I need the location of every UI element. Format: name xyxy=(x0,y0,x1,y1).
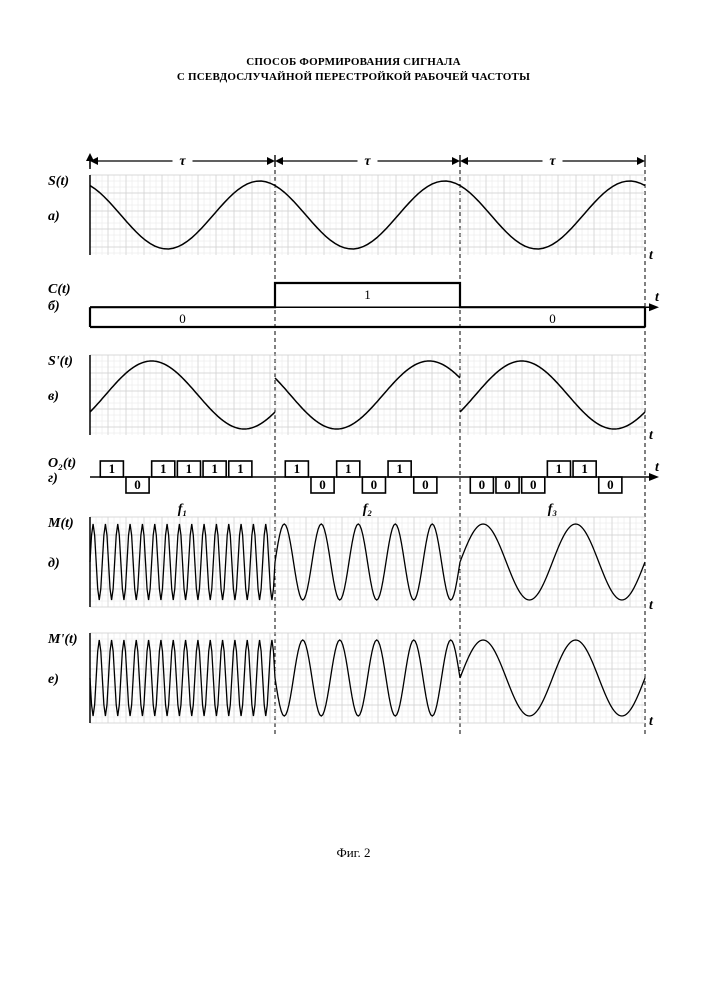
svg-text:0: 0 xyxy=(319,477,326,492)
title-line1: СПОСОБ ФОРМИРОВАНИЯ СИГНАЛА xyxy=(0,55,707,70)
svg-text:1: 1 xyxy=(396,461,403,476)
svg-text:f₁: f₁ xyxy=(178,502,188,517)
svg-text:1: 1 xyxy=(186,461,193,476)
svg-text:τ: τ xyxy=(364,154,371,169)
svg-text:t: t xyxy=(655,460,660,475)
svg-text:б): б) xyxy=(48,299,60,314)
svg-text:S'(t): S'(t) xyxy=(48,354,73,369)
svg-text:г): г) xyxy=(48,471,58,486)
svg-text:t: t xyxy=(649,428,654,443)
svg-text:f₂: f₂ xyxy=(363,502,373,517)
svg-text:t: t xyxy=(655,290,660,305)
svg-text:M(t): M(t) xyxy=(47,516,74,531)
svg-text:е): е) xyxy=(48,672,59,687)
svg-text:S(t): S(t) xyxy=(48,174,69,189)
svg-text:0: 0 xyxy=(607,477,614,492)
svg-text:а): а) xyxy=(48,209,60,224)
svg-text:1: 1 xyxy=(556,461,563,476)
svg-text:M'(t): M'(t) xyxy=(47,632,78,647)
svg-text:1: 1 xyxy=(345,461,352,476)
svg-text:0: 0 xyxy=(371,477,378,492)
page: СПОСОБ ФОРМИРОВАНИЯ СИГНАЛА С ПСЕВДОСЛУЧ… xyxy=(0,0,707,1000)
svg-text:f₃: f₃ xyxy=(548,502,558,517)
svg-text:t: t xyxy=(649,714,654,729)
svg-text:0: 0 xyxy=(504,477,511,492)
svg-text:C(t): C(t) xyxy=(48,282,71,297)
figure-caption: Фиг. 2 xyxy=(0,845,707,861)
svg-text:1: 1 xyxy=(109,461,116,476)
svg-text:τ: τ xyxy=(549,154,556,169)
svg-text:1: 1 xyxy=(294,461,301,476)
svg-text:1: 1 xyxy=(364,287,371,302)
svg-text:t: t xyxy=(649,598,654,613)
svg-text:0: 0 xyxy=(479,477,486,492)
svg-text:0: 0 xyxy=(422,477,429,492)
figure-2: τττS(t)а)tC(t)б)t010S'(t)в)tO₂(t)г)t1011… xyxy=(90,155,645,835)
figure-svg: τττS(t)а)tC(t)б)t010S'(t)в)tO₂(t)г)t1011… xyxy=(90,155,645,755)
svg-text:τ: τ xyxy=(179,154,186,169)
page-title: СПОСОБ ФОРМИРОВАНИЯ СИГНАЛА С ПСЕВДОСЛУЧ… xyxy=(0,55,707,85)
svg-text:t: t xyxy=(649,248,654,263)
svg-text:1: 1 xyxy=(160,461,167,476)
svg-text:1: 1 xyxy=(581,461,588,476)
svg-text:1: 1 xyxy=(237,461,244,476)
svg-text:д): д) xyxy=(48,556,60,571)
svg-text:0: 0 xyxy=(179,311,186,326)
svg-text:0: 0 xyxy=(549,311,556,326)
svg-text:O₂(t): O₂(t) xyxy=(48,456,76,471)
svg-text:0: 0 xyxy=(530,477,537,492)
svg-text:в): в) xyxy=(48,389,59,404)
svg-text:1: 1 xyxy=(211,461,218,476)
svg-text:0: 0 xyxy=(134,477,141,492)
title-line2: С ПСЕВДОСЛУЧАЙНОЙ ПЕРЕСТРОЙКОЙ РАБОЧЕЙ Ч… xyxy=(0,70,707,85)
